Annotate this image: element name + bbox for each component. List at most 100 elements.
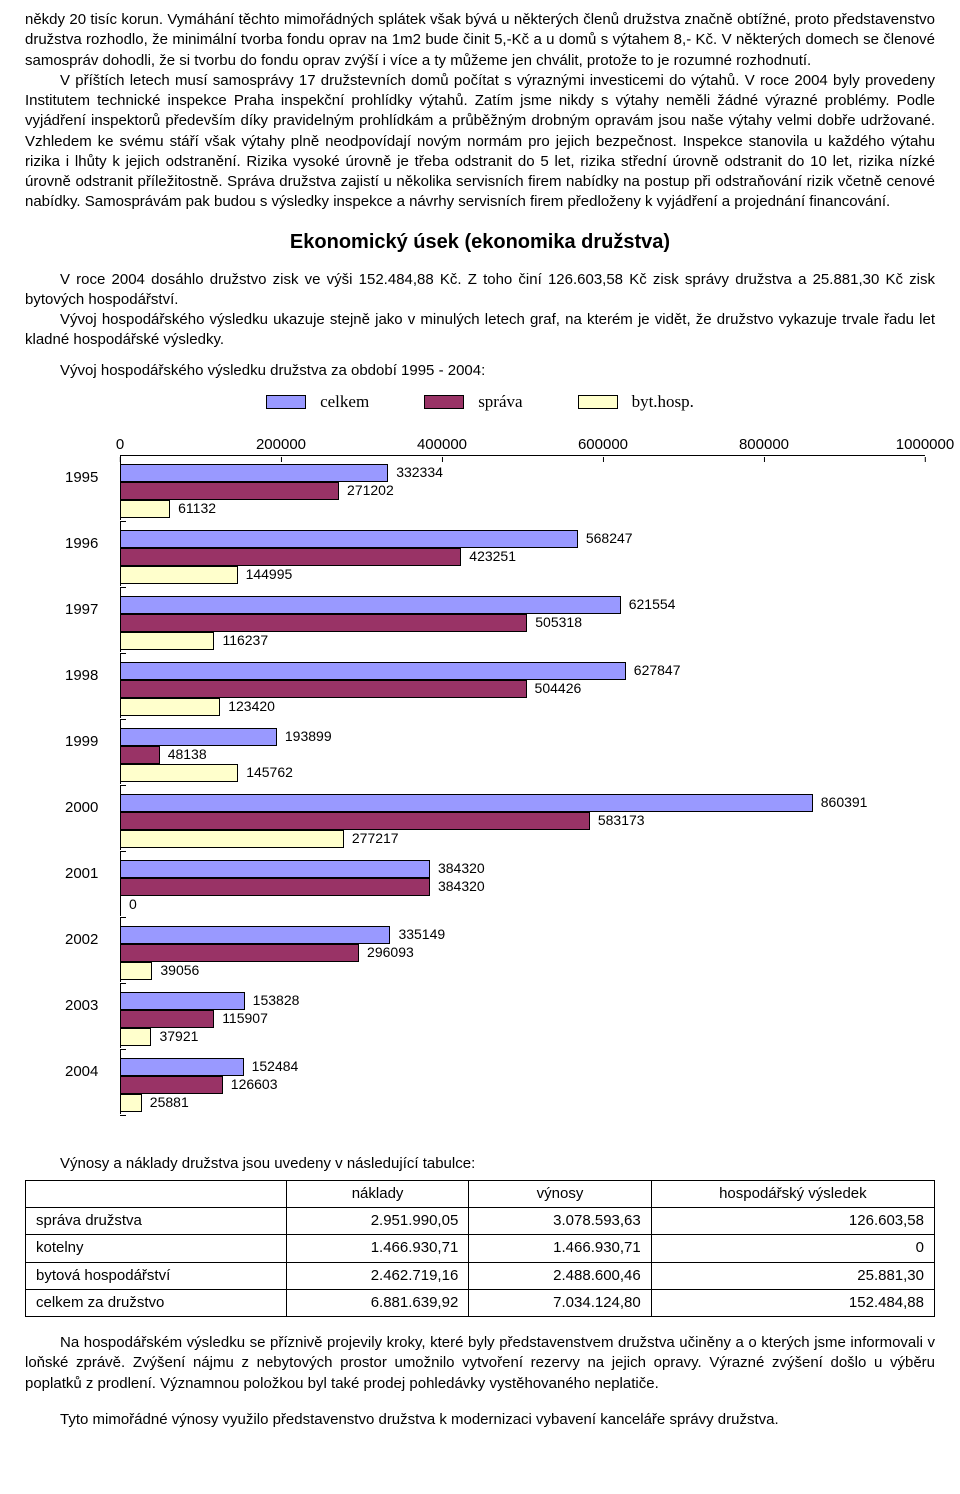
chart-year-label: 1995	[65, 456, 120, 488]
chart-bar-row: 61132	[121, 500, 925, 518]
x-axis-tick: 1000000	[896, 435, 954, 455]
chart-bar-value: 335149	[398, 925, 445, 944]
chart-year-label: 2001	[65, 852, 120, 884]
chart-bar-celkem	[121, 926, 390, 944]
chart-bar-row: 423251	[121, 548, 925, 566]
chart-bar-value: 296093	[367, 943, 414, 962]
chart-year-group: 200415248412660325881	[65, 1050, 925, 1114]
financial-table: nákladyvýnosyhospodářský výsledek správa…	[25, 1180, 935, 1317]
chart-bar-value: 860391	[821, 793, 868, 812]
chart-bar-value: 0	[129, 895, 137, 914]
chart-bar-row: 505318	[121, 614, 925, 632]
chart-bar-row: 115907	[121, 1010, 925, 1028]
chart-bar-sprava	[121, 1076, 223, 1094]
chart-bar-value: 152484	[252, 1057, 299, 1076]
chart-year-bars: 568247423251 144995	[120, 522, 925, 586]
table-cell: kotelny	[26, 1235, 287, 1262]
chart-bar-sprava	[121, 944, 359, 962]
table-row: správa družstva2.951.990,053.078.593,631…	[26, 1208, 935, 1235]
chart-bar-row: 332334	[121, 464, 925, 482]
chart-year-group: 200233514929609339056	[65, 918, 925, 982]
x-axis-tick: 200000	[256, 435, 306, 455]
chart-bar-value: 116237	[222, 631, 268, 650]
chart-year-bars: 335149296093 39056	[120, 918, 925, 982]
x-axis-tick: 400000	[417, 435, 467, 455]
table-row: bytová hospodářství2.462.719,162.488.600…	[26, 1262, 935, 1289]
chart-bar-celkem	[121, 992, 245, 1010]
chart-bar-row: 152484	[121, 1058, 925, 1076]
chart-bar-row: 568247	[121, 530, 925, 548]
table-cell: správa družstva	[26, 1208, 287, 1235]
table-cell: 2.951.990,05	[286, 1208, 468, 1235]
chart-bar-value: 277217	[352, 829, 399, 848]
chart-bar-row: 37921	[121, 1028, 925, 1046]
chart-year-label: 2003	[65, 984, 120, 1016]
chart-body: 1995332334271202611321996568247423251 144…	[65, 456, 925, 1116]
chart-year-bars: 33233427120261132	[120, 456, 925, 520]
chart-bar-value: 48138	[168, 745, 207, 764]
table-cell: bytová hospodářství	[26, 1262, 287, 1289]
table-cell: 1.466.930,71	[469, 1235, 651, 1262]
chart-bar-sprava	[121, 548, 461, 566]
chart-bar-value: 423251	[469, 547, 516, 566]
table-cell: 1.466.930,71	[286, 1235, 468, 1262]
chart-year-label: 2000	[65, 786, 120, 818]
chart-bar-row: 504426	[121, 680, 925, 698]
table-header-cell: výnosy	[469, 1180, 651, 1207]
chart-bar-row: 193899	[121, 728, 925, 746]
table-cell: celkem za družstvo	[26, 1289, 287, 1316]
chart-year-bars: 153828115907 37921	[120, 984, 925, 1048]
chart-year-bars: 621554505318 116237	[120, 588, 925, 652]
chart-bar-row: 384320	[121, 860, 925, 878]
chart-year-label: 1997	[65, 588, 120, 620]
chart-bar-celkem	[121, 662, 626, 680]
chart-bar-value: 37921	[159, 1027, 198, 1046]
chart-year-group: 2000 860391583173277217	[65, 786, 925, 850]
chart-bar-row: 583173	[121, 812, 925, 830]
chart-bar-celkem	[121, 1058, 244, 1076]
chart-year-bars: 15248412660325881	[120, 1050, 925, 1114]
legend-swatch-sprava	[424, 395, 464, 409]
chart-bar-sprava	[121, 614, 527, 632]
chart-bar-value: 271202	[347, 481, 394, 500]
chart-bar-row: 627847	[121, 662, 925, 680]
legend-label-celkem: celkem	[320, 391, 369, 414]
chart-bar-value: 115907	[222, 1009, 268, 1028]
chart-year-label: 2004	[65, 1050, 120, 1082]
legend-label-bythosp: byt.hosp.	[632, 391, 694, 414]
chart-bar-row: 25881	[121, 1094, 925, 1112]
chart-bar-row: 621554	[121, 596, 925, 614]
chart-bar-row: 116237	[121, 632, 925, 650]
chart-bar-value: 153828	[253, 991, 300, 1010]
chart-bar-value: 193899	[285, 727, 332, 746]
chart-bar-value: 504426	[535, 679, 582, 698]
table-cell: 126.603,58	[651, 1208, 934, 1235]
chart-year-label: 1996	[65, 522, 120, 554]
chart-bar-value: 39056	[160, 961, 199, 980]
chart-bar-value: 505318	[535, 613, 582, 632]
bar-chart: 02000004000006000008000001000000 1995332…	[25, 420, 935, 1116]
chart-bar-value: 145762	[246, 763, 293, 782]
table-cell: 6.881.639,92	[286, 1289, 468, 1316]
chart-legend: celkem správa byt.hosp.	[25, 391, 935, 414]
chart-year-bars: 627847504426123420	[120, 654, 925, 718]
chart-bar-value: 627847	[634, 661, 681, 680]
chart-bar-celkem	[121, 530, 578, 548]
closing-paragraph-2: Tyto mimořádné výnosy využilo představen…	[25, 1410, 935, 1430]
chart-bar-row: 860391	[121, 794, 925, 812]
chart-x-axis: 02000004000006000008000001000000	[120, 420, 925, 456]
chart-bar-value: 384320	[438, 859, 485, 878]
chart-bar-value: 144995	[246, 565, 293, 584]
chart-bar-row: 39056	[121, 962, 925, 980]
chart-bar-row: 384320	[121, 878, 925, 896]
paragraph-1: někdy 20 tisíc korun. Vymáhání těchto mi…	[25, 10, 935, 71]
closing-paragraph-1: Na hospodářském výsledku se příznivě pro…	[25, 1333, 935, 1394]
table-header-cell: hospodářský výsledek	[651, 1180, 934, 1207]
chart-year-group: 1999 193899 48138 145762	[65, 720, 925, 784]
chart-bar-bythosp	[121, 1094, 142, 1112]
chart-bar-celkem	[121, 596, 621, 614]
chart-bar-bythosp	[121, 962, 152, 980]
legend-swatch-bythosp	[578, 395, 618, 409]
chart-year-label: 1999	[65, 720, 120, 752]
chart-bar-sprava	[121, 1010, 214, 1028]
